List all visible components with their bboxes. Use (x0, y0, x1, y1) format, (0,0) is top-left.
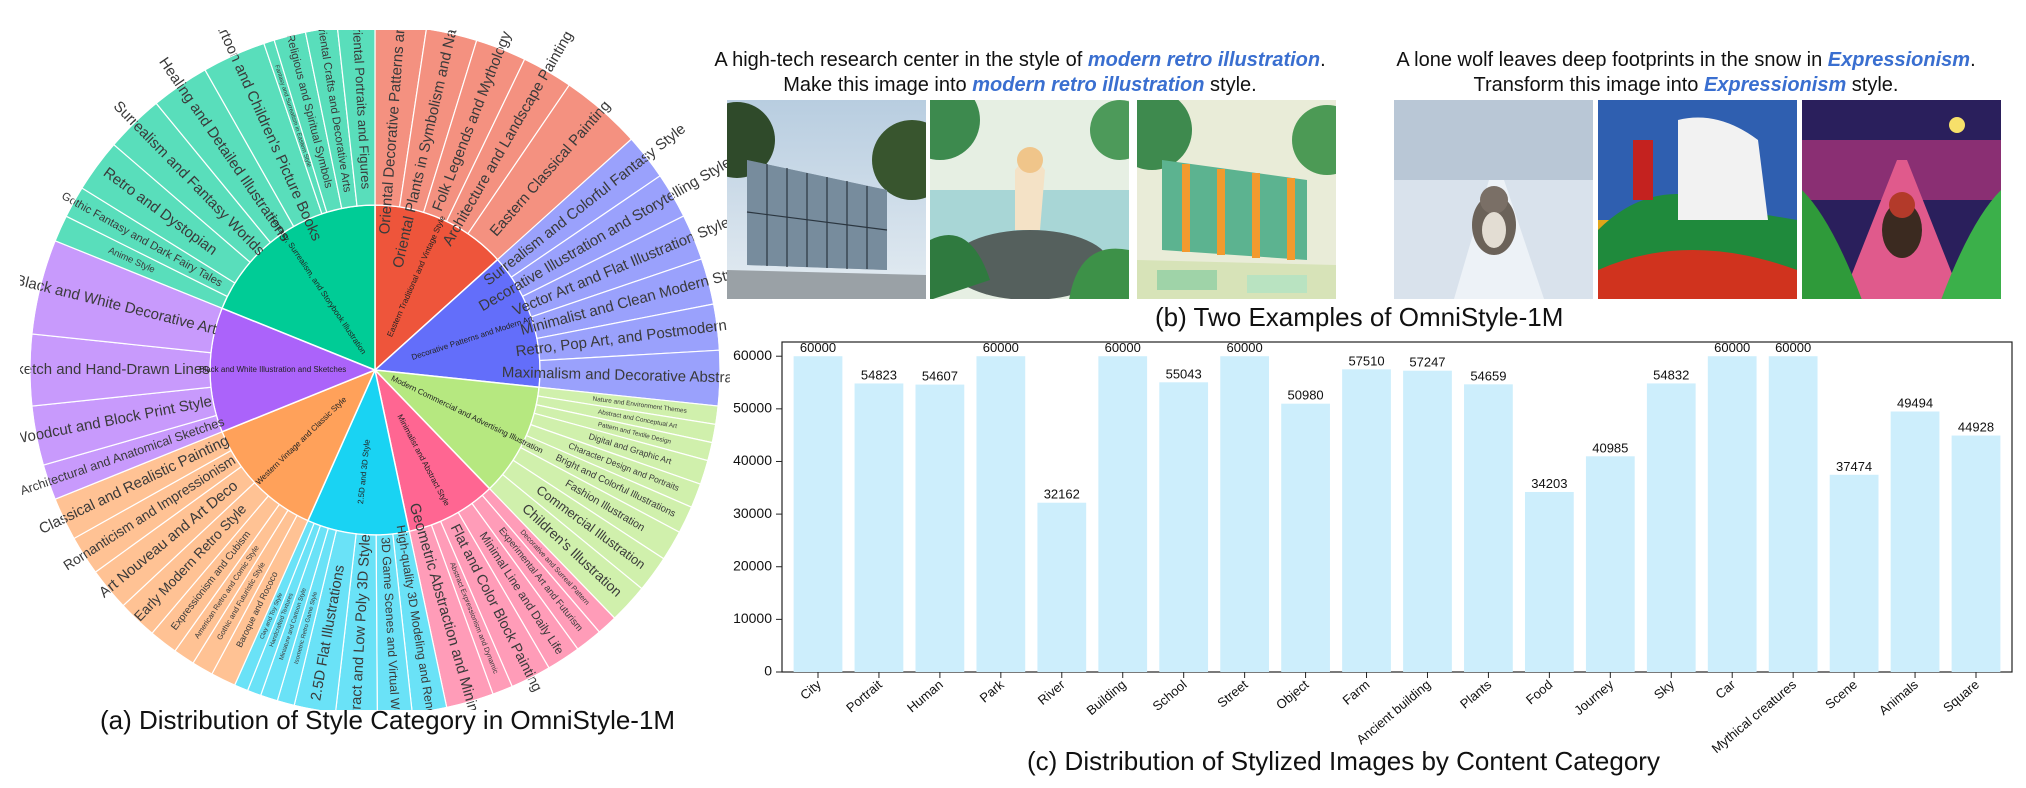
bar (1768, 356, 1818, 672)
research-center-photo (727, 100, 926, 299)
stylized-wolf (1802, 100, 2001, 299)
bar-value-label: 44928 (1958, 420, 1994, 435)
bar (976, 356, 1026, 672)
sunburst-inner-label: Black and White Illustration and Sketche… (199, 365, 346, 374)
sunburst-outline (29, 30, 721, 710)
sunburst-outer-segment (337, 30, 376, 207)
style-keyword: modern retro illustration (1087, 49, 1321, 71)
x-tick-label: Journey (1571, 676, 1616, 718)
bar (1646, 383, 1696, 672)
y-tick-label: 10000 (733, 610, 772, 626)
bar (1890, 411, 1940, 672)
bar (1281, 403, 1330, 672)
bar-value-label: 54659 (1470, 368, 1506, 383)
bar-value-label: 32162 (1044, 487, 1080, 502)
wolf-snow-photo (1394, 100, 1593, 299)
x-tick-label: Human (904, 677, 946, 715)
bar-value-label: 54832 (1653, 367, 1689, 382)
bar-value-label: 54607 (922, 369, 958, 384)
bar-value-label: 60000 (983, 340, 1019, 355)
bar (1829, 474, 1879, 672)
prompt-text: A lone wolf leaves deep footprints in th… (1396, 49, 1828, 71)
prompt-text: Transform this image into (1473, 74, 1704, 96)
sunburst-chart: Oriental Decorative Patterns and MotifsO… (20, 30, 730, 710)
y-tick-label: 30000 (733, 505, 772, 521)
example-right-prompt: A lone wolf leaves deep footprints in th… (1346, 48, 2026, 98)
style-keyword: modern retro illustration (972, 74, 1205, 96)
style-keyword: Expressionism (1827, 49, 1971, 71)
bar-value-label: 37474 (1836, 459, 1872, 474)
bar-value-label: 34203 (1531, 476, 1567, 491)
prompt-text: style. (1204, 74, 1257, 96)
bar-value-label: 40985 (1592, 440, 1628, 455)
content-category-bar-chart: 0 10000 20000 30000 40000 50000 60000 60000 City… (733, 340, 2013, 755)
prompt-text: style. (1846, 74, 1899, 96)
bar-value-label: 57510 (1348, 353, 1384, 368)
prompt-text: . (1320, 49, 1326, 71)
bar-value-label: 60000 (1227, 340, 1263, 355)
bar-value-label: 50980 (1288, 388, 1324, 403)
bar (1585, 456, 1635, 672)
bar-value-label: 60000 (1105, 340, 1141, 355)
x-tick-label: Building (1084, 677, 1129, 718)
bar (1342, 369, 1391, 672)
bar-value-label: 54823 (861, 367, 897, 382)
x-tick-label: Object (1273, 677, 1312, 713)
x-tick-label: School (1150, 677, 1190, 714)
bar-value-label: 60000 (800, 340, 836, 355)
x-tick-label: Street (1214, 677, 1251, 711)
x-tick-label: River (1035, 676, 1068, 707)
bar (793, 356, 843, 672)
plot-frame (781, 341, 2013, 673)
bar-value-label: 55043 (1166, 366, 1202, 381)
bar (1403, 370, 1452, 672)
x-tick-label: Food (1523, 677, 1555, 708)
x-tick-label: Park (977, 676, 1008, 705)
prompt-text: . (1970, 49, 1976, 71)
x-tick-label: Sky (1651, 676, 1678, 702)
bar (1220, 356, 1270, 672)
x-tick-label: Square (1940, 677, 1982, 715)
sunburst-segments: Oriental Decorative Patterns and MotifsO… (20, 30, 730, 710)
bar (1098, 356, 1148, 672)
bar (1951, 435, 2001, 672)
sunburst-outer-label: Sketch and Hand-Drawn Lines (20, 361, 210, 378)
y-tick-label: 0 (764, 663, 772, 679)
x-tick-label: Portrait (843, 677, 885, 716)
prompt-text: Make this image into (783, 74, 973, 96)
bar-value-label: 60000 (1714, 340, 1750, 355)
bar (1037, 502, 1087, 672)
retro-illustration-woman (930, 100, 1129, 299)
x-tick-label: Plants (1457, 676, 1495, 711)
bar (854, 383, 904, 672)
y-tick-label: 60000 (733, 347, 772, 363)
bar-value-label: 49494 (1897, 396, 1933, 411)
style-keyword: Expressionism (1703, 74, 1847, 96)
stylized-research-center (1137, 100, 1336, 299)
bar (1707, 356, 1757, 672)
x-tick-label: Scene (1822, 677, 1860, 712)
bar (1159, 382, 1209, 672)
x-tick-label: Farm (1340, 677, 1373, 708)
y-tick-label: 40000 (733, 452, 772, 468)
bar (1524, 491, 1574, 672)
bar-value-label: 57247 (1409, 355, 1445, 370)
sunburst-outer-label: Maximalism and Decorative Abstract Style (502, 364, 730, 388)
bar (915, 384, 965, 672)
prompt-text: A high-tech research center in the style… (714, 49, 1088, 71)
x-tick-label: Animals (1876, 676, 1921, 718)
x-tick-label: Car (1712, 676, 1738, 701)
y-tick-label: 50000 (733, 400, 772, 416)
bar-value-label: 60000 (1775, 340, 1811, 355)
y-tick-label: 20000 (733, 557, 772, 573)
examples-caption: (b) Two Examples of OmniStyle-1M (1155, 302, 1564, 332)
bar-chart-caption: (c) Distribution of Stylized Images by C… (1027, 746, 1660, 776)
example-left-prompt: A high-tech research center in the style… (660, 48, 1380, 98)
expressionism-painting (1598, 100, 1797, 299)
x-tick-label: City (797, 676, 824, 702)
bar (1464, 384, 1513, 672)
sunburst-caption: (a) Distribution of Style Category in Om… (100, 705, 676, 735)
